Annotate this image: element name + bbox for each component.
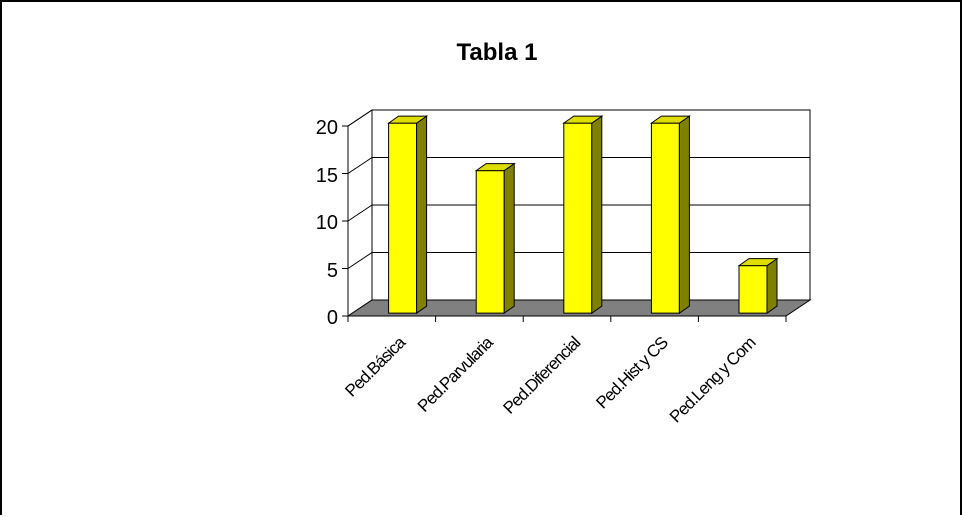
y-tick-label-3: 15 [316,165,338,187]
bar-top-face [737,258,779,267]
bar-front-face [563,122,593,314]
x-tick-label-2: Ped.Diferencial [499,333,584,418]
x-axis [347,315,787,322]
bar-side-face [678,115,690,315]
x-tick-label-0: Ped.Básica [341,332,409,400]
bar-top-face [474,163,516,172]
x-tick-labels: Ped.Básica Ped.Parvularia Ped.Diferencia… [341,332,759,426]
bar-front-face [738,265,768,314]
y-tick-label-0: 0 [327,307,338,329]
y-tick-label-2: 10 [316,212,338,234]
bars [387,115,779,315]
gridline-side [347,204,373,222]
bar-side-face [503,162,515,315]
bar-3 [649,115,691,315]
bar-top-face [387,115,429,124]
bar-front-face [475,170,505,314]
bar-front-face [650,122,680,314]
x-tick-label-1: Ped.Parvularia [414,332,497,415]
bar-top-face [649,115,691,124]
x-tick-label-4: Ped.Leng y Com [666,333,760,427]
bar-top-face [562,115,604,124]
bar-2 [562,115,604,315]
x-tick-label-3: Ped.Hist y CS [592,333,672,413]
bar-front-face [388,122,418,314]
y-tick-label-1: 5 [327,260,338,282]
chart-title: Tabla 1 [457,39,538,66]
gridline-side [347,252,373,269]
bar-4 [737,257,779,315]
bar-side-face [766,257,778,315]
gridline-side [347,109,373,127]
bar-1 [474,162,516,315]
bar-side-face [416,115,428,315]
y-axis: 0 5 10 15 20 [316,117,349,329]
gridline-side [347,157,373,174]
bar-side-face [591,115,603,315]
y-tick-label-4: 20 [316,117,338,139]
bar-0 [387,115,429,315]
